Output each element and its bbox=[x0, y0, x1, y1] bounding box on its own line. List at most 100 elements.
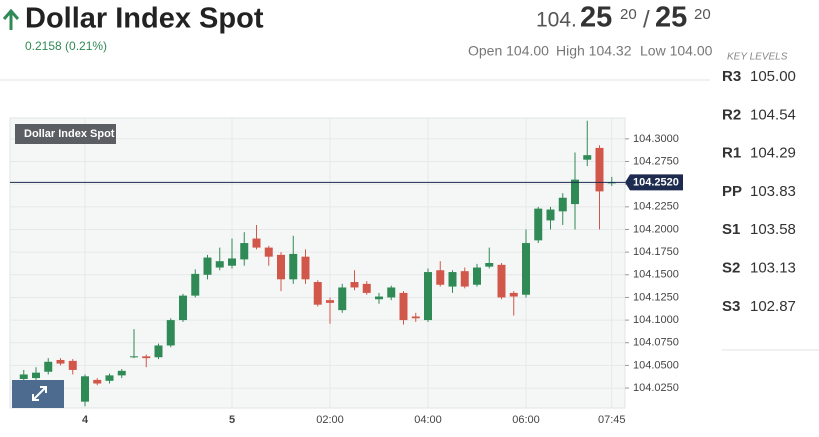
expand-button[interactable] bbox=[12, 380, 64, 408]
high-stat: High 104.32 bbox=[556, 43, 632, 59]
level-value: 103.58 bbox=[750, 221, 796, 238]
candle-body bbox=[424, 272, 432, 321]
candle-body bbox=[558, 197, 567, 212]
y-tick-label: 104.2000 bbox=[633, 223, 679, 235]
y-tick-label: 104.1750 bbox=[633, 246, 679, 258]
candle-body bbox=[56, 359, 65, 364]
low-stat: Low 104.00 bbox=[640, 43, 713, 59]
candle-body bbox=[142, 356, 151, 359]
candle-body bbox=[301, 256, 310, 280]
candle-body bbox=[350, 282, 359, 288]
ask: 25 bbox=[655, 2, 687, 34]
x-tick-label: 07:45 bbox=[598, 414, 626, 426]
chart-legend-box bbox=[15, 124, 116, 144]
candle-body bbox=[44, 361, 53, 372]
candle-body bbox=[485, 263, 494, 267]
candle-body bbox=[375, 296, 383, 300]
level-label: S3 bbox=[722, 298, 740, 315]
level-label: S1 bbox=[722, 221, 740, 238]
up-arrow-icon bbox=[2, 8, 20, 30]
x-tick-label: 5 bbox=[229, 414, 235, 426]
x-tick-label: 06:00 bbox=[512, 414, 540, 426]
candle-body bbox=[571, 179, 579, 205]
level-label: S2 bbox=[722, 259, 740, 276]
price-tag bbox=[625, 174, 683, 191]
candle-body bbox=[387, 287, 396, 298]
candle-body bbox=[326, 300, 334, 303]
y-tick-label: 104.3000 bbox=[633, 133, 679, 145]
key-levels-title: KEY LEVELS bbox=[727, 52, 788, 63]
change: 0.2158 (0.21%) bbox=[25, 39, 107, 53]
candle-body bbox=[362, 283, 371, 293]
candle-body bbox=[32, 372, 40, 379]
y-tick-label: 104.0250 bbox=[633, 382, 679, 394]
level-value: 104.54 bbox=[750, 106, 796, 123]
y-tick-label: 104.1250 bbox=[633, 291, 679, 303]
candle-body bbox=[240, 243, 249, 260]
price-label: 104.2520 bbox=[633, 176, 679, 188]
candle-body bbox=[313, 282, 322, 305]
candle-body bbox=[154, 345, 163, 358]
open-stat: Open 104.00 bbox=[468, 43, 549, 59]
y-tick-label: 104.1000 bbox=[633, 314, 679, 326]
candle-body bbox=[215, 261, 224, 268]
candle-body bbox=[105, 375, 114, 381]
candle-body bbox=[534, 208, 543, 241]
candle-body bbox=[191, 273, 200, 296]
level-value: 105.00 bbox=[750, 68, 796, 85]
level-value: 104.29 bbox=[750, 145, 796, 162]
level-label: R1 bbox=[722, 145, 741, 162]
title: Dollar Index Spot bbox=[25, 3, 264, 35]
candle-body bbox=[68, 360, 77, 370]
candle-body bbox=[93, 379, 102, 384]
candle-body bbox=[583, 155, 592, 160]
candle-body bbox=[130, 356, 138, 358]
candle-body bbox=[436, 270, 445, 285]
candle-body bbox=[411, 316, 420, 319]
level-label: R2 bbox=[722, 106, 741, 123]
x-tick-label: 4 bbox=[82, 414, 89, 426]
candle-body bbox=[595, 147, 604, 192]
bid-fraction: 20 bbox=[620, 6, 637, 23]
level-label: PP bbox=[722, 183, 742, 200]
candle-body bbox=[117, 370, 126, 376]
expand-icon[interactable] bbox=[32, 386, 47, 401]
x-tick-label: 02:00 bbox=[316, 414, 344, 426]
candle-body bbox=[460, 271, 469, 287]
candle-body bbox=[203, 257, 212, 275]
level-value: 102.87 bbox=[750, 298, 796, 315]
candle-body bbox=[473, 267, 481, 285]
level-value: 103.83 bbox=[750, 183, 796, 200]
candle-body bbox=[289, 253, 298, 280]
price-handle: 104. bbox=[536, 9, 577, 32]
candle-body bbox=[166, 320, 175, 346]
candle-body bbox=[277, 254, 285, 280]
level-value: 103.13 bbox=[750, 259, 796, 276]
y-tick-label: 104.0500 bbox=[633, 359, 679, 371]
candle-body bbox=[179, 295, 187, 321]
separator: / bbox=[643, 6, 650, 33]
candle-body bbox=[546, 209, 555, 221]
x-tick-label: 04:00 bbox=[414, 414, 442, 426]
y-tick-label: 104.2250 bbox=[633, 201, 679, 213]
candle-body bbox=[264, 247, 273, 257]
level-label: R3 bbox=[722, 68, 741, 85]
chart-title: Dollar Index Spot bbox=[24, 128, 115, 140]
candle-body bbox=[448, 272, 457, 287]
y-tick-label: 104.1500 bbox=[633, 269, 679, 281]
candle-body bbox=[228, 258, 236, 266]
y-tick-label: 104.0750 bbox=[633, 337, 679, 349]
candle-body bbox=[338, 287, 347, 311]
candle-body bbox=[497, 264, 506, 298]
candle-body bbox=[19, 374, 28, 379]
y-tick-label: 104.2750 bbox=[633, 155, 679, 167]
bid: 25 bbox=[580, 2, 612, 34]
candle-body bbox=[252, 238, 261, 248]
candle-body bbox=[509, 292, 518, 297]
candle-body bbox=[81, 376, 89, 402]
ask-fraction: 20 bbox=[694, 6, 711, 23]
candle-body bbox=[522, 243, 530, 295]
candle-body bbox=[399, 292, 408, 321]
